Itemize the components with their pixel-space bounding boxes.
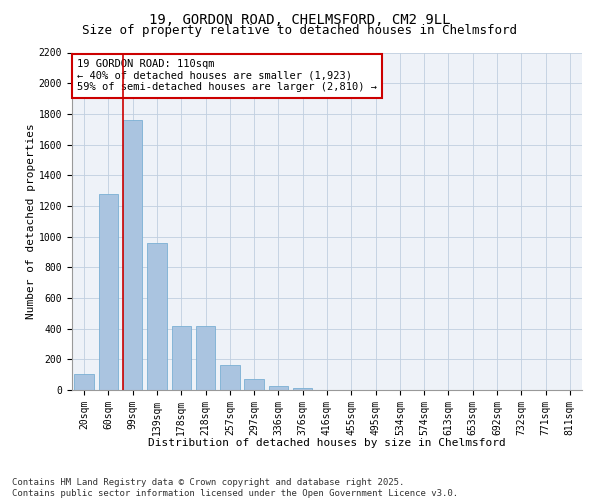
Bar (293, 388, 313, 390)
Bar (220, 366, 239, 390)
Text: Size of property relative to detached houses in Chelmsford: Size of property relative to detached ho… (83, 24, 517, 37)
Bar (147, 242, 167, 390)
Bar (196, 326, 215, 390)
Text: 19, GORDON ROAD, CHELMSFORD, CM2 9LL: 19, GORDON ROAD, CHELMSFORD, CM2 9LL (149, 12, 451, 26)
Text: 19 GORDON ROAD: 110sqm
← 40% of detached houses are smaller (1,923)
59% of semi-: 19 GORDON ROAD: 110sqm ← 40% of detached… (77, 59, 377, 92)
Bar (123, 120, 142, 390)
Bar (269, 386, 288, 390)
Bar (99, 194, 118, 390)
Bar (74, 374, 94, 390)
Bar (244, 380, 264, 390)
Y-axis label: Number of detached properties: Number of detached properties (26, 124, 36, 319)
Text: Contains HM Land Registry data © Crown copyright and database right 2025.
Contai: Contains HM Land Registry data © Crown c… (12, 478, 458, 498)
Bar (172, 326, 191, 390)
X-axis label: Distribution of detached houses by size in Chelmsford: Distribution of detached houses by size … (148, 438, 506, 448)
